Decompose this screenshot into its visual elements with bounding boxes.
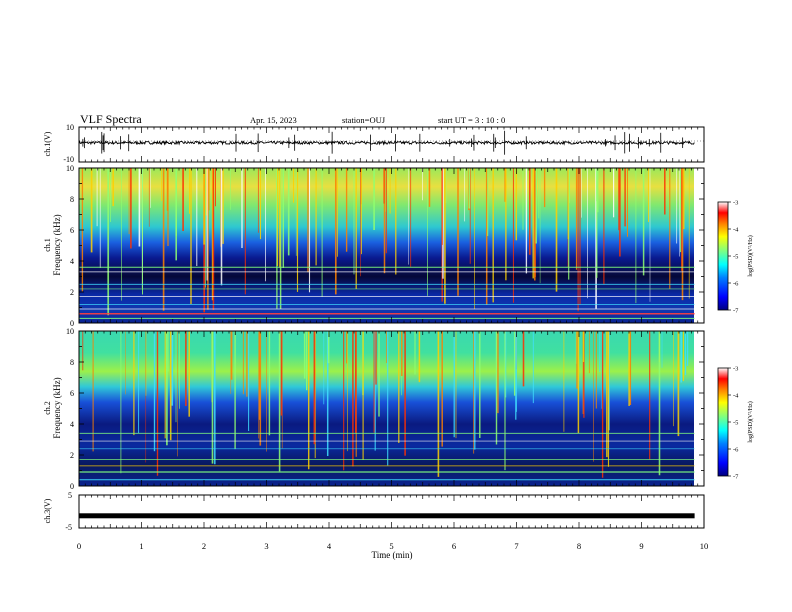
time-tick-label: 0 (77, 541, 81, 551)
ch1-spec-ytick-label: 8 (70, 195, 74, 204)
time-tick-label: 5 (389, 541, 393, 551)
ch2-spec-ytick-label: 4 (70, 420, 74, 429)
colorbar-tick-label: -7 (733, 474, 739, 481)
station-label: station=OUJ (342, 115, 386, 125)
colorbar-tick-label: -5 (733, 420, 738, 427)
colorbar-tick-label: -5 (733, 254, 738, 261)
time-tick-label: 2 (202, 541, 206, 551)
time-tick-label: 4 (327, 541, 332, 551)
time-tick-label: 3 (264, 541, 268, 551)
ch2-colorbar-ticks: -3 -4 -5 -6 -7 (728, 366, 739, 481)
ch1-wave-ylabel: ch.1(V) (43, 131, 52, 156)
ch1-colorbar-label: log(PSD)(V²/Hz) (747, 235, 754, 276)
time-tick-label: 8 (577, 541, 581, 551)
ch1-spec-ytick-label: 6 (70, 226, 74, 235)
start-time-label: start UT = 3 : 10 : 0 (438, 115, 505, 125)
time-tick-label: 1 (139, 541, 143, 551)
ch3-waveform-panel: 5 -5 ch.3(V) (43, 491, 705, 532)
colorbar-tick-label: -4 (733, 393, 739, 400)
ch2-spec-ylabel-top: ch.2 (43, 401, 52, 415)
ch1-spectrogram-panel: 0 2 4 6 8 10 ch.1 Frequency (kHz) (43, 164, 705, 328)
ch3-tick-5: 5 (68, 491, 72, 500)
colorbar-tick-label: -7 (733, 308, 739, 315)
figure-title: VLF Spectra (80, 112, 142, 126)
ch1-spec-ylabel-top: ch.1 (43, 238, 52, 252)
colorbar-tick-label: -3 (733, 200, 738, 207)
ch1-spec-ytick-label: 0 (70, 319, 74, 328)
date-label: Apr. 15, 2023 (250, 115, 297, 125)
ch2-spec-ytick-label: 0 (70, 482, 74, 491)
ch3-wave-ylabel: ch.3(V) (43, 498, 52, 523)
ch2-spec-ytick-label: 8 (70, 358, 74, 367)
ch1-colorbar-gradient (717, 201, 729, 311)
ch1-colorbar: -3 -4 -5 -6 -7 log(PSD)(V²/Hz) (717, 200, 754, 315)
ch2-spec-ylabel: Frequency (kHz) (52, 377, 62, 438)
colorbar-tick-label: -4 (733, 227, 739, 234)
time-axis-label: Time (min) (372, 550, 413, 560)
time-tick-label: 9 (639, 541, 643, 551)
time-tick-label: 10 (700, 541, 709, 551)
ch1-spec-ytick-label: 2 (70, 288, 74, 297)
time-tick-label: 7 (514, 541, 518, 551)
ch2-spec-yticks: 0 2 4 6 8 10 (66, 327, 704, 491)
ch1-colorbar-ticks: -3 -4 -5 -6 -7 (728, 200, 739, 315)
ch2-colorbar: -3 -4 -5 -6 -7 log(PSD)(V²/Hz) (717, 366, 754, 481)
ch1-spec-ytick-label: 4 (70, 257, 74, 266)
ch2-colorbar-gradient (717, 367, 729, 477)
ch2-spec-ytick-label: 10 (66, 327, 74, 336)
ch1-spec-lines (78, 168, 695, 319)
ch1-tick-neg10: -10 (63, 155, 74, 164)
ch2-spec-ytick-label: 2 (70, 451, 74, 460)
ch1-spec-yticks: 0 2 4 6 8 10 (66, 164, 704, 328)
ch1-waveform-panel: 10 -10 ch.1(V) (43, 123, 705, 164)
ch3-waveform-trace (79, 513, 695, 519)
time-axis-ticks (78, 127, 705, 528)
ch2-spec-lines (79, 331, 695, 481)
ch2-spectrogram-panel: 0 2 4 6 8 10 ch.2 Frequency (kHz) (43, 327, 705, 491)
ch1-spec-ytick-label: 10 (66, 164, 74, 173)
ch2-colorbar-label: log(PSD)(V²/Hz) (747, 401, 754, 442)
colorbar-tick-label: -6 (733, 447, 739, 454)
time-axis-labels: 0 1 2 3 4 5 6 7 8 9 10 (77, 541, 708, 551)
colorbar-tick-label: -6 (733, 281, 739, 288)
time-tick-label: 6 (452, 541, 456, 551)
colorbar-tick-label: -3 (733, 366, 738, 373)
ch3-tick-neg5: -5 (65, 523, 72, 532)
ch1-waveform-spikes (82, 130, 684, 155)
ch1-waveform-trace (78, 139, 695, 146)
ch2-spec-ytick-label: 6 (70, 389, 74, 398)
ch1-tick-10: 10 (66, 123, 74, 132)
ch1-spec-ylabel: Frequency (kHz) (52, 214, 62, 275)
